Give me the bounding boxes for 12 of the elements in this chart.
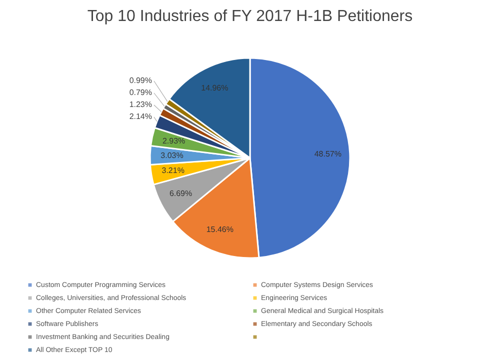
chart-title: Top 10 Industries of FY 2017 H-1B Petitioners — [87, 8, 413, 25]
data-label: 1.23% — [129, 100, 152, 109]
data-label: 2.93% — [162, 136, 186, 146]
data-label: 0.79% — [129, 88, 152, 97]
data-label: 48.57% — [314, 149, 342, 158]
data-label: 3.21% — [162, 166, 184, 176]
data-label: 15.46% — [206, 224, 234, 234]
data-label: 14.96% — [201, 83, 228, 92]
data-label: 6.69% — [169, 188, 192, 198]
data-label: 0.99% — [129, 76, 152, 85]
data-label: 2.14% — [129, 112, 152, 121]
data-label: 3.03% — [160, 150, 184, 160]
